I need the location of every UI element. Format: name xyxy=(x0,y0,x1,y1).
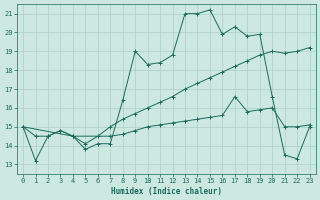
X-axis label: Humidex (Indice chaleur): Humidex (Indice chaleur) xyxy=(111,187,222,196)
